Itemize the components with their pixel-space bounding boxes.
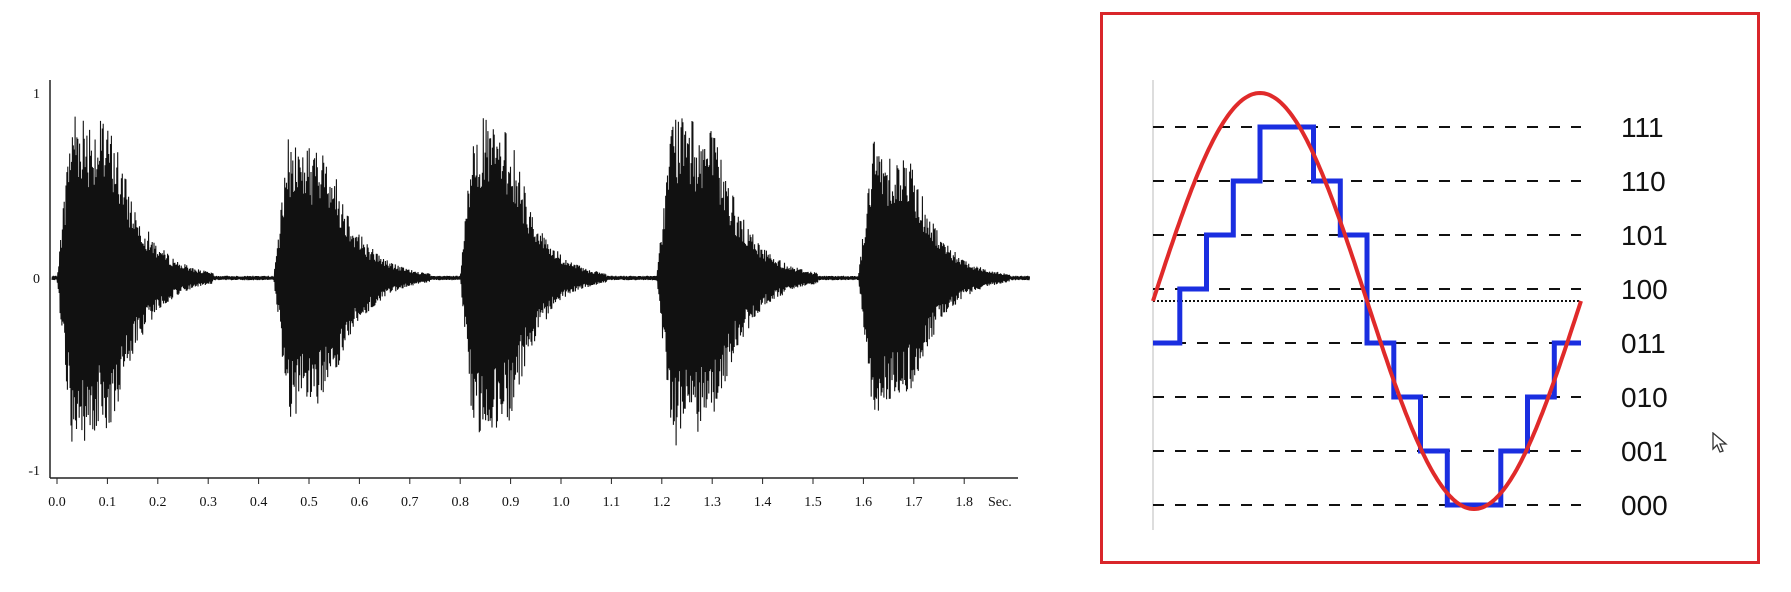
x-tick-label: 0.0 [48,495,66,510]
x-tick-label: 1.3 [703,495,721,510]
quantization-diagram: 111 110 101 100 011 010 001 000 [1151,80,1668,530]
analog-sine-signal [1151,90,1583,512]
x-tick-label: 0.5 [300,495,318,510]
y-tick-label: -1 [28,464,40,479]
x-tick-label: 0.6 [351,495,369,510]
x-tick-label: 1.8 [955,495,973,510]
x-tick-label: 1.4 [754,495,772,510]
audio-waveform-chart: 1 0 -1 0.0 0.1 0.2 0.3 0.4 0.5 0.6 0.7 0.8 0.9 1.0 1.… [28,80,1031,510]
x-tick-label: 1.7 [905,495,923,510]
x-tick-label: 0.1 [99,495,117,510]
x-tick-label: 1.5 [804,495,822,510]
x-tick-label: 0.7 [401,495,419,510]
x-tick-label: 0.3 [199,495,217,510]
quantized-staircase-signal [1153,124,1581,508]
x-tick-label: 0.8 [451,495,469,510]
x-tick-label: 1.0 [552,495,570,510]
waveform-path [51,116,1031,446]
binary-code-label: 111 [1621,112,1664,143]
x-tick-label: 0.4 [250,495,268,510]
binary-code-labels: 111 110 101 100 011 010 001 000 [1621,112,1668,521]
y-tick-labels: 1 0 -1 [28,87,40,479]
binary-code-label: 010 [1621,382,1668,413]
x-axis-unit: Sec. [988,495,1012,510]
mouse-pointer-icon [1712,432,1728,453]
y-tick-label: 0 [33,272,40,287]
x-tick-label: 0.9 [502,495,520,510]
waveform-signal [51,116,1031,446]
x-tick-labels: 0.0 0.1 0.2 0.3 0.4 0.5 0.6 0.7 0.8 0.9 1.0 1.1 1.2 1… [48,478,973,510]
x-tick-label: 0.2 [149,495,167,510]
binary-code-label: 011 [1621,328,1666,359]
x-tick-label: 1.6 [855,495,873,510]
x-tick-label: 1.2 [653,495,671,510]
binary-code-label: 110 [1621,166,1666,197]
y-tick-label: 1 [33,87,40,102]
binary-code-label: 001 [1621,436,1668,467]
binary-code-label: 100 [1621,274,1668,305]
x-tick-label: 1.1 [603,495,621,510]
quantization-diagram-frame: 111 110 101 100 011 010 001 000 [1100,12,1760,564]
binary-code-label: 101 [1621,220,1668,251]
binary-code-label: 000 [1621,490,1668,521]
audio-waveform-panel: 1 0 -1 0.0 0.1 0.2 0.3 0.4 0.5 0.6 0.7 0.8 0.9 1.0 1.… [28,80,1031,510]
